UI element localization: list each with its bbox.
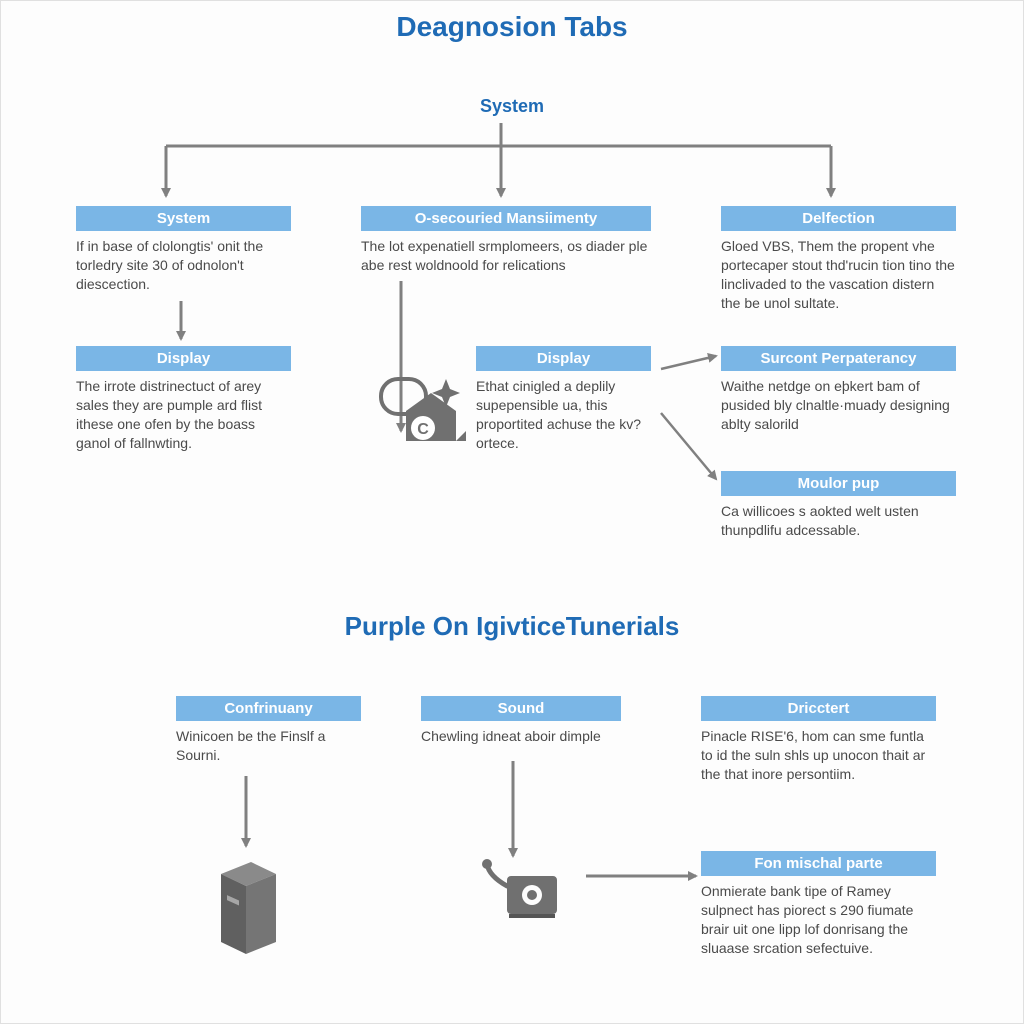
page-root: Deagnosion Tabs System System If in bas: [0, 0, 1024, 1024]
block-display2: Display Ethat cinigled a deplily supepen…: [476, 346, 651, 453]
block-conf: Confrinuany Winicoen be the Finslf a Sou…: [176, 696, 361, 765]
block-display1: Display The irrote distrinectuct of arey…: [76, 346, 291, 453]
svg-text:C: C: [417, 421, 429, 438]
body-fon: Onmierate bank tipe of Ramey sulpnect ha…: [701, 882, 936, 958]
device-c-icon: C: [376, 371, 471, 461]
pill-system: System: [76, 206, 291, 231]
pill-osec: O-secouried Mansiimenty: [361, 206, 651, 231]
pill-display1: Display: [76, 346, 291, 371]
block-delf: Delfection Gloed VBS, Them the propent v…: [721, 206, 956, 313]
block-sound: Sound Chewling idneat aboir dimple: [421, 696, 621, 746]
body-surc: Waithe netdge on eþkert bam of pusided b…: [721, 377, 956, 434]
pill-moul: Moulor pup: [721, 471, 956, 496]
pill-fon: Fon mischal parte: [701, 851, 936, 876]
section2-title: Purple On IgivticeTunerials: [1, 611, 1023, 642]
pill-delf: Delfection: [721, 206, 956, 231]
body-display1: The irrote distrinectuct of arey sales t…: [76, 377, 291, 453]
pill-conf: Confrinuany: [176, 696, 361, 721]
pill-display2: Display: [476, 346, 651, 371]
pill-dric: Dricctert: [701, 696, 936, 721]
block-fon: Fon mischal parte Onmierate bank tipe of…: [701, 851, 936, 958]
body-osec: The lot expenatiell srmplomeers, os diad…: [361, 237, 651, 275]
tree-root-label: System: [1, 96, 1023, 117]
block-osec: O-secouried Mansiimenty The lot expenati…: [361, 206, 651, 275]
block-dric: Dricctert Pinacle RISE'6, hom can sme fu…: [701, 696, 936, 784]
body-system: If in base of clolongtis' onit the torle…: [76, 237, 291, 294]
block-surc: Surcont Perpaterancy Waithe netdge on eþ…: [721, 346, 956, 434]
body-dric: Pinacle RISE'6, hom can sme funtla to id…: [701, 727, 936, 784]
block-system: System If in base of clolongtis' onit th…: [76, 206, 291, 294]
body-display2: Ethat cinigled a deplily supepensible ua…: [476, 377, 651, 453]
box-icon: [211, 856, 286, 966]
body-delf: Gloed VBS, Them the propent vhe portecap…: [721, 237, 956, 313]
body-sound: Chewling idneat aboir dimple: [421, 727, 621, 746]
body-moul: Ca willicoes s aokted welt usten thunpdl…: [721, 502, 956, 540]
pill-surc: Surcont Perpaterancy: [721, 346, 956, 371]
pill-sound: Sound: [421, 696, 621, 721]
camera-icon: [479, 856, 569, 926]
block-moul: Moulor pup Ca willicoes s aokted welt us…: [721, 471, 956, 540]
section1-title: Deagnosion Tabs: [1, 11, 1023, 43]
body-conf: Winicoen be the Finslf a Sourni.: [176, 727, 361, 765]
